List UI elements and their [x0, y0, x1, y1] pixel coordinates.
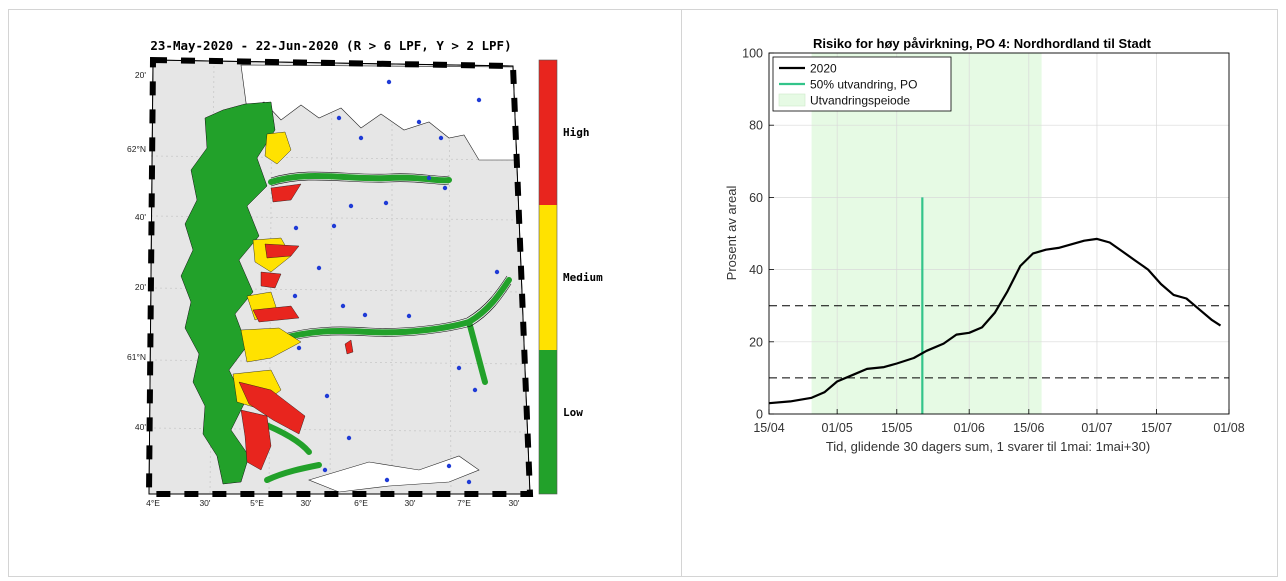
lon-label: 4°E	[146, 498, 160, 508]
risk-line-chart: Risiko for høy påvirkning, PO 4: Nordhor…	[724, 36, 1245, 454]
legend-label: 50% utvandring, PO	[810, 78, 917, 92]
chart-title: Risiko for høy påvirkning, PO 4: Nordhor…	[813, 36, 1152, 51]
lon-label: 30'	[508, 498, 519, 508]
map-panel: 23-May-2020 - 22-Jun-2020 (R > 6 LPF, Y …	[8, 9, 682, 577]
colorbar: High Medium Low	[538, 59, 603, 495]
x-tick-label: 15/07	[1141, 421, 1172, 435]
chart-panel: Risiko for høy påvirkning, PO 4: Nordhor…	[681, 9, 1278, 577]
x-tick-label: 01/08	[1213, 421, 1244, 435]
lon-label: 6°E	[354, 498, 368, 508]
x-tick-label: 01/05	[822, 421, 853, 435]
colorbar-low	[539, 350, 557, 494]
lon-label: 30'	[199, 498, 210, 508]
migration-period-shade	[811, 53, 1042, 414]
land-north	[240, 64, 518, 161]
land-south	[308, 455, 480, 493]
lat-label: 40'	[135, 212, 146, 222]
x-tick-label: 15/06	[1013, 421, 1044, 435]
lat-labels: 20' 62°N 40' 20' 61°N 40'	[127, 70, 146, 432]
y-axis-label: Prosent av areal	[724, 186, 739, 281]
y-tick-label: 100	[742, 47, 763, 61]
lon-label: 30'	[404, 498, 415, 508]
fjord-outlines	[270, 171, 512, 345]
x-tick-label: 15/04	[753, 421, 784, 435]
colorbar-label-high: High	[563, 126, 590, 139]
colorbar-label-low: Low	[563, 406, 583, 419]
x-tick-label: 15/05	[881, 421, 912, 435]
y-tick-label: 20	[749, 335, 763, 349]
risk-map: 23-May-2020 - 22-Jun-2020 (R > 6 LPF, Y …	[127, 38, 603, 508]
lon-label: 30'	[300, 498, 311, 508]
colorbar-label-medium: Medium	[563, 271, 603, 284]
lon-label: 7°E	[457, 498, 471, 508]
high-zones	[238, 183, 354, 471]
lat-label: 20'	[135, 282, 146, 292]
lat-label: 20'	[135, 70, 146, 80]
lon-labels: 4°E 30' 5°E 30' 6°E 30' 7°E 30'	[146, 498, 520, 508]
legend-label: 2020	[810, 62, 837, 76]
map-title: 23-May-2020 - 22-Jun-2020 (R > 6 LPF, Y …	[150, 38, 511, 53]
lat-label: 40'	[135, 422, 146, 432]
x-axis-label: Tid, glidende 30 dagers sum, 1 svarer ti…	[826, 439, 1150, 454]
colorbar-high	[539, 60, 557, 205]
lon-label: 5°E	[250, 498, 264, 508]
legend-swatch	[778, 93, 806, 107]
y-tick-label: 0	[756, 408, 763, 422]
coastal-low-zone	[180, 101, 276, 485]
legend-label: Utvandringspeiode	[810, 94, 910, 108]
stations	[292, 79, 500, 485]
x-tick-label: 01/06	[954, 421, 985, 435]
y-tick-label: 40	[749, 263, 763, 277]
lat-label: 62°N	[127, 144, 146, 154]
y-tick-label: 60	[749, 191, 763, 205]
axes-frame	[768, 52, 1230, 415]
x-tick-label: 01/07	[1081, 421, 1112, 435]
series-2020-line	[768, 237, 1222, 405]
colorbar-medium	[539, 205, 557, 350]
y-tick-label: 80	[749, 119, 763, 133]
lat-label: 61°N	[127, 352, 146, 362]
map-frame	[145, 56, 534, 497]
